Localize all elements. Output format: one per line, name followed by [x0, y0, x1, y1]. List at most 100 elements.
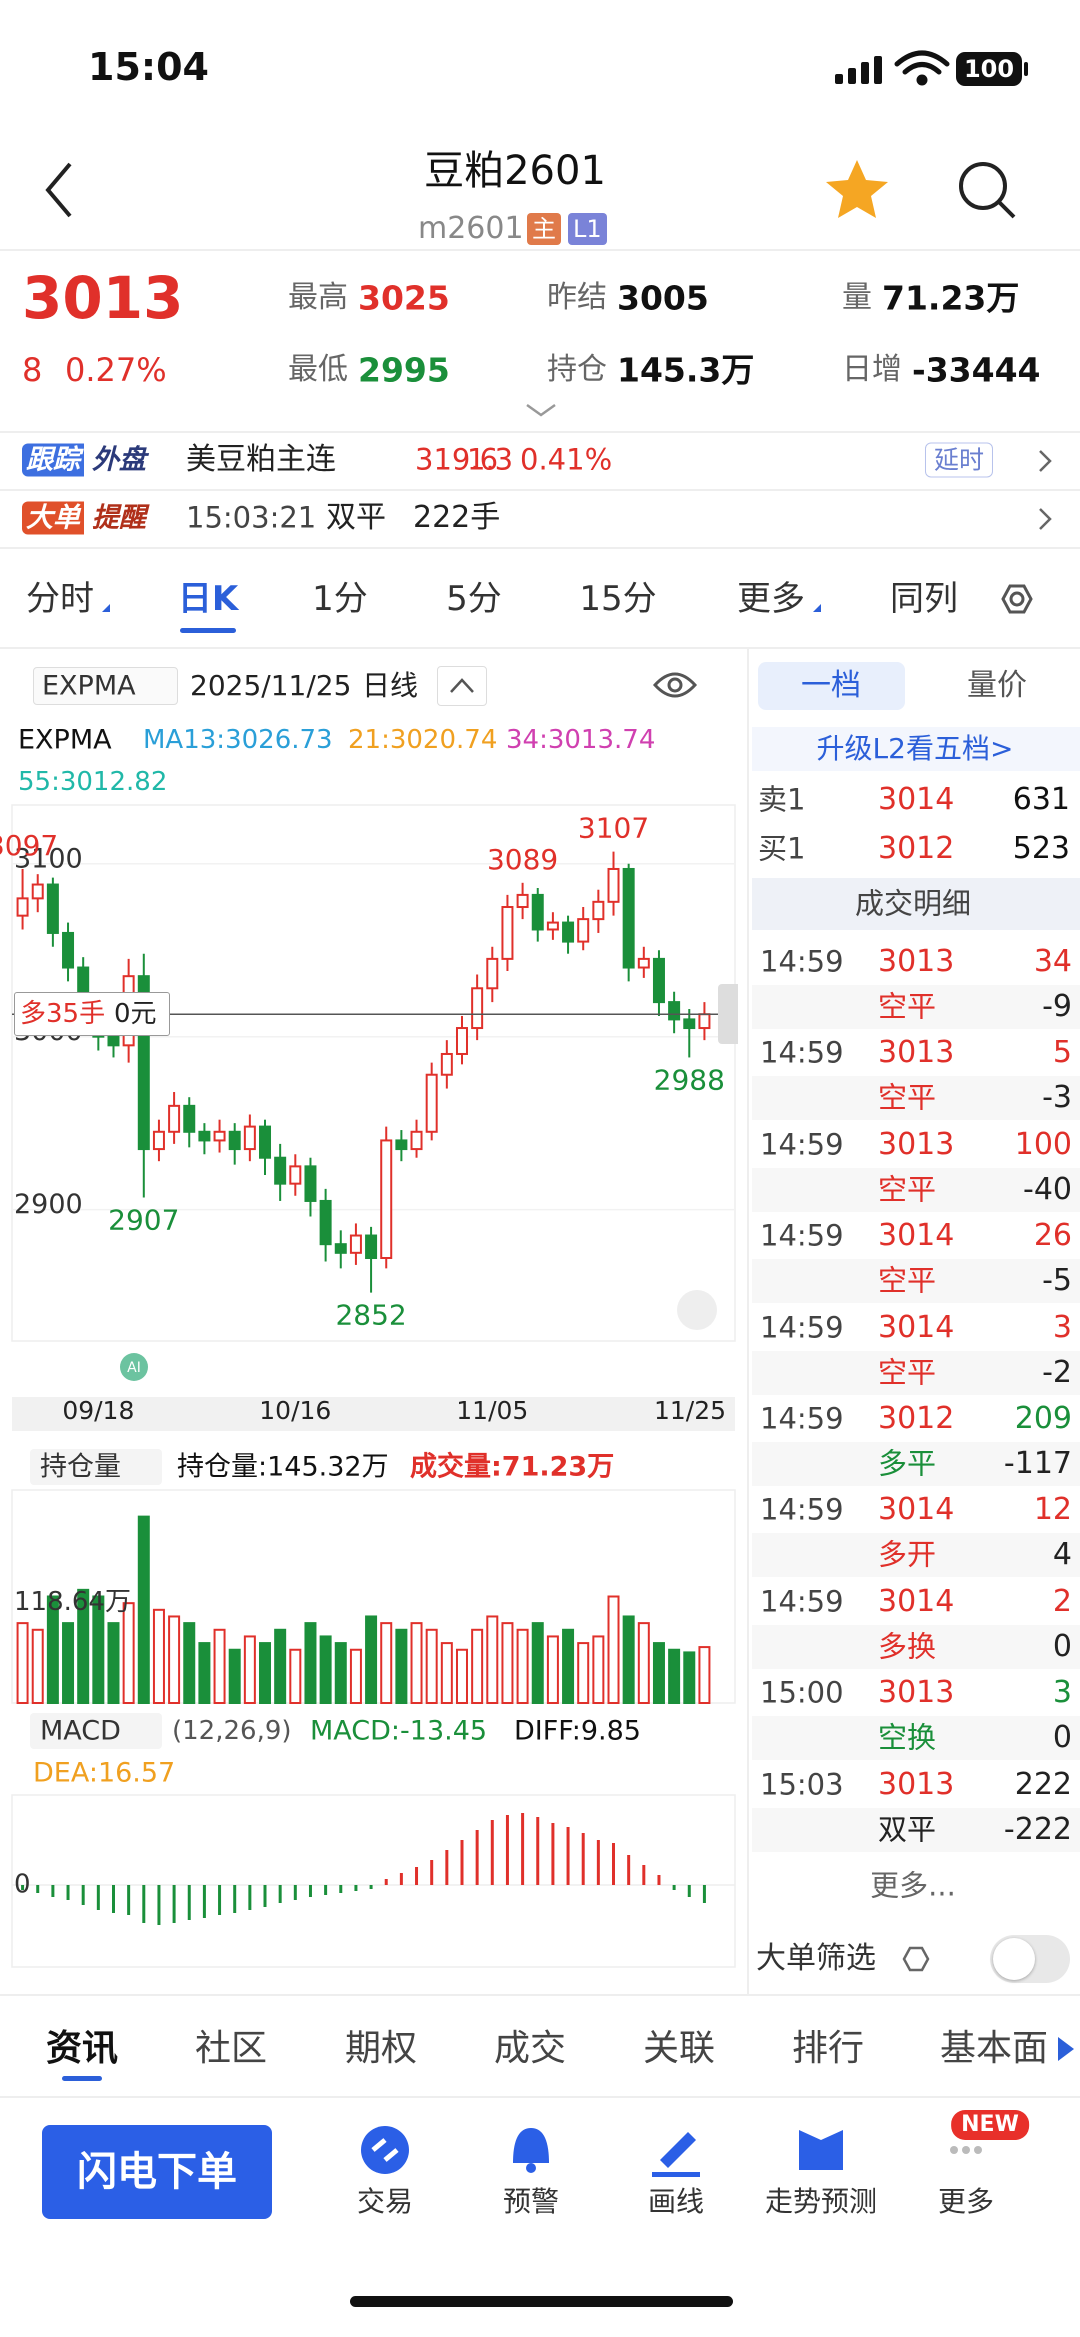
ai-button[interactable] — [120, 1353, 148, 1381]
favorite-star[interactable] — [826, 160, 888, 218]
period-tab[interactable]: 日K — [177, 579, 239, 619]
volume-bar — [486, 1615, 499, 1704]
expand-chevron[interactable] — [526, 403, 556, 417]
stat-label: 昨结 — [547, 280, 607, 315]
info-tab[interactable]: 排行 — [791, 2028, 865, 2069]
stat-label: 最低 — [288, 352, 348, 387]
book-qty: 631 — [1012, 782, 1070, 817]
period-tab[interactable]: 更多 — [737, 579, 805, 619]
volume-bar — [137, 1515, 150, 1704]
dea-value: DEA:16.57 — [33, 1757, 176, 1789]
volume-bar — [304, 1622, 317, 1704]
back-button[interactable] — [45, 162, 72, 218]
candle-body — [683, 1018, 696, 1030]
battery-icon — [956, 52, 1022, 86]
period-tab[interactable]: 15分 — [579, 579, 657, 619]
volume-bar — [198, 1642, 211, 1704]
more-icon[interactable] — [950, 2146, 982, 2154]
collapse-icon[interactable] — [450, 678, 474, 693]
info-tab[interactable]: 期权 — [344, 2028, 418, 2069]
row-arrow[interactable] — [1039, 450, 1052, 472]
trade-time: 14:59 — [760, 944, 844, 979]
depth-tab-active[interactable] — [758, 662, 905, 710]
eye-icon[interactable] — [652, 672, 698, 698]
order-button[interactable] — [42, 2125, 272, 2219]
search-button[interactable] — [959, 162, 1016, 219]
detail-title: 成交明细 — [854, 886, 972, 921]
fullscreen-button[interactable] — [677, 1290, 717, 1330]
bigorder-type: 双平 — [326, 500, 386, 535]
volume-bar — [122, 1602, 135, 1704]
volume-bar — [531, 1622, 544, 1704]
action-label[interactable]: 预警 — [502, 2185, 560, 2218]
oi-selector[interactable] — [30, 1449, 162, 1485]
badge-main: 主 — [527, 213, 561, 245]
collapse-box[interactable] — [437, 666, 487, 706]
volume-bar — [455, 1648, 468, 1704]
candle-body — [637, 957, 650, 969]
volume-bar — [395, 1628, 408, 1704]
trade-type: 空平 — [878, 1263, 937, 1298]
trade-glyph — [371, 2138, 399, 2162]
stat-value: 2995 — [358, 350, 450, 390]
order-button-label[interactable]: 闪电下单 — [77, 2149, 237, 2195]
dropdown-triangle — [102, 604, 110, 612]
action-label[interactable]: 更多 — [937, 2185, 995, 2218]
info-tab[interactable]: 基本面 — [940, 2028, 1049, 2069]
candle-body — [622, 867, 635, 969]
settings-icon[interactable] — [1001, 584, 1033, 614]
action-label[interactable]: 交易 — [356, 2185, 414, 2218]
alert-icon[interactable] — [513, 2128, 549, 2163]
trade-type: 多开 — [878, 1537, 937, 1572]
indicator-selector[interactable] — [33, 667, 178, 705]
action-label[interactable]: 画线 — [647, 2185, 705, 2218]
info-tab[interactable]: 关联 — [642, 2028, 716, 2069]
more-trades[interactable]: 更多... — [870, 1868, 956, 1903]
candle-body — [577, 918, 590, 943]
trade-oi-change: 4 — [1052, 1537, 1072, 1573]
info-tab[interactable]: 成交 — [493, 2028, 567, 2069]
period-tab[interactable]: 1分 — [312, 579, 368, 619]
trade-type: 多换 — [878, 1629, 937, 1664]
draw-icon[interactable] — [660, 2132, 696, 2168]
candle-body — [31, 883, 44, 900]
candle-body — [46, 883, 59, 934]
trade-qty: 222 — [1014, 1766, 1072, 1802]
trade-oi-change: -3 — [1042, 1080, 1072, 1116]
candle-body — [410, 1130, 423, 1151]
tabs-scroll-arrow[interactable] — [1058, 2037, 1074, 2061]
candle-body — [380, 1139, 393, 1260]
ma-legend-name: EXPMA — [18, 724, 112, 756]
trade-icon[interactable] — [361, 2126, 409, 2174]
upgrade-link[interactable]: 升级L2看五档> — [816, 732, 1014, 765]
depth-tab[interactable]: 量价 — [967, 668, 1027, 703]
row-arrow[interactable] — [1039, 508, 1052, 530]
period-tab[interactable]: 5分 — [446, 579, 502, 619]
upgrade-bg[interactable] — [752, 727, 1080, 771]
volume-value: 成交量:71.23万 — [410, 1451, 615, 1483]
info-tab[interactable]: 社区 — [194, 2028, 268, 2069]
volume-bar — [319, 1635, 332, 1704]
info-tab[interactable]: 资讯 — [45, 2028, 119, 2069]
y-tick-label: 2900 — [14, 1189, 83, 1220]
diff-value: DIFF:9.85 — [514, 1715, 641, 1747]
volume-bar — [62, 1622, 75, 1704]
candle-body — [365, 1234, 378, 1260]
book-side: 卖1 — [758, 782, 806, 817]
trend-icon[interactable] — [799, 2130, 843, 2170]
period-tab[interactable]: 分时 — [26, 579, 94, 619]
depth-tab[interactable]: 一档 — [801, 668, 861, 703]
volume-bar — [410, 1622, 423, 1704]
x-tick-label: 11/05 — [456, 1396, 528, 1425]
x-tick-label: 11/25 — [654, 1396, 726, 1425]
macd-selector[interactable] — [30, 1713, 162, 1749]
trade-price: 3014 — [878, 1218, 955, 1254]
alert-glyph — [526, 2163, 536, 2173]
candle-body — [455, 1027, 468, 1055]
action-label[interactable]: 走势预测 — [764, 2185, 878, 2218]
trade-type: 双平 — [878, 1812, 937, 1847]
dropdown-triangle — [813, 604, 821, 612]
period-tab[interactable]: 同列 — [890, 579, 958, 619]
